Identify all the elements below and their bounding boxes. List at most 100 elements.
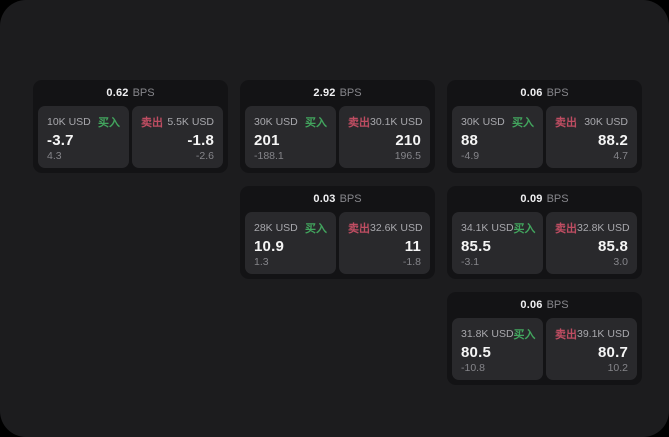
sell-amount: 30K USD [584, 116, 628, 128]
sell-amount: 39.1K USD [577, 328, 630, 340]
buy-label: 买入 [98, 117, 120, 129]
quote-panels: 10K USD 买入 -3.7 4.3 卖出 5.5K USD -1.8 -2.… [33, 106, 228, 173]
sell-panel-top: 卖出 39.1K USD [555, 326, 630, 342]
sell-delta: -2.6 [195, 149, 214, 162]
quote-panels: 28K USD 买入 10.9 1.3 卖出 32.6K USD 11 -1.8 [240, 212, 435, 279]
buy-label: 买入 [305, 223, 327, 235]
bps-header: 0.62 BPS [33, 80, 228, 106]
sell-panel-top: 卖出 32.6K USD [348, 220, 423, 236]
sell-amount: 5.5K USD [167, 116, 214, 128]
buy-label: 买入 [513, 329, 536, 341]
buy-price: 85.5 [461, 237, 491, 255]
bps-header: 0.06 BPS [447, 292, 642, 318]
bps-header: 0.09 BPS [447, 186, 642, 212]
quote-panels: 30K USD 买入 201 -188.1 卖出 30.1K USD 210 1… [240, 106, 435, 173]
quote-card: 0.03 BPS 28K USD 买入 10.9 1.3 卖出 32.6K US… [240, 186, 435, 279]
sell-panel-top: 卖出 32.8K USD [555, 220, 630, 236]
bps-header: 2.92 BPS [240, 80, 435, 106]
bps-suffix: BPS [546, 193, 569, 205]
buy-price: 80.5 [461, 343, 491, 361]
buy-price: -3.7 [47, 131, 74, 149]
bps-suffix: BPS [546, 87, 569, 99]
sell-amount: 30.1K USD [370, 116, 423, 128]
bps-value: 0.06 [520, 87, 543, 99]
quote-card: 0.06 BPS 30K USD 买入 88 -4.9 卖出 30K USD [447, 80, 642, 173]
buy-delta: -10.8 [461, 361, 485, 374]
buy-panel[interactable]: 31.8K USD 买入 80.5 -10.8 [452, 318, 543, 380]
buy-delta: 1.3 [254, 255, 269, 268]
buy-panel[interactable]: 30K USD 买入 88 -4.9 [452, 106, 543, 168]
sell-price: -1.8 [187, 131, 214, 149]
sell-delta: 10.2 [607, 361, 628, 374]
quote-panels: 31.8K USD 买入 80.5 -10.8 卖出 39.1K USD 80.… [447, 318, 642, 385]
buy-delta: -3.1 [461, 255, 480, 268]
bps-value: 0.06 [520, 299, 543, 311]
buy-delta: -4.9 [461, 149, 480, 162]
buy-panel-top: 34.1K USD 买入 [461, 220, 536, 236]
buy-delta: 4.3 [47, 149, 62, 162]
buy-label: 买入 [305, 117, 327, 129]
sell-panel-top: 卖出 30.1K USD [348, 114, 423, 130]
sell-label: 卖出 [141, 117, 163, 129]
buy-panel-top: 30K USD 买入 [254, 114, 327, 130]
sell-label: 卖出 [555, 117, 577, 129]
sell-panel[interactable]: 卖出 32.8K USD 85.8 3.0 [546, 212, 637, 274]
buy-panel-top: 30K USD 买入 [461, 114, 534, 130]
quote-card: 0.06 BPS 31.8K USD 买入 80.5 -10.8 卖出 39.1… [447, 292, 642, 385]
buy-price: 10.9 [254, 237, 284, 255]
bps-header: 0.03 BPS [240, 186, 435, 212]
buy-panel-top: 10K USD 买入 [47, 114, 120, 130]
quote-panels: 30K USD 买入 88 -4.9 卖出 30K USD 88.2 4.7 [447, 106, 642, 173]
bps-suffix: BPS [339, 87, 362, 99]
bps-suffix: BPS [546, 299, 569, 311]
sell-amount: 32.6K USD [370, 222, 423, 234]
sell-panel[interactable]: 卖出 5.5K USD -1.8 -2.6 [132, 106, 223, 168]
quote-card: 0.09 BPS 34.1K USD 买入 85.5 -3.1 卖出 32.8K… [447, 186, 642, 279]
sell-panel-top: 卖出 5.5K USD [141, 114, 214, 130]
sell-delta: 3.0 [613, 255, 628, 268]
sell-label: 卖出 [555, 329, 577, 341]
sell-delta: 196.5 [394, 149, 421, 162]
buy-amount: 10K USD [47, 116, 91, 128]
sell-label: 卖出 [348, 223, 370, 235]
sell-price: 11 [404, 237, 421, 255]
buy-amount: 31.8K USD [461, 328, 514, 340]
bps-value: 0.03 [313, 193, 336, 205]
bps-value: 0.09 [520, 193, 543, 205]
buy-amount: 30K USD [254, 116, 298, 128]
sell-panel[interactable]: 卖出 30K USD 88.2 4.7 [546, 106, 637, 168]
bps-suffix: BPS [339, 193, 362, 205]
bps-value: 2.92 [313, 87, 336, 99]
sell-amount: 32.8K USD [577, 222, 630, 234]
bps-suffix: BPS [132, 87, 155, 99]
sell-delta: 4.7 [613, 149, 628, 162]
sell-price: 80.7 [598, 343, 628, 361]
sell-label: 卖出 [348, 117, 370, 129]
buy-panel[interactable]: 10K USD 买入 -3.7 4.3 [38, 106, 129, 168]
buy-panel-top: 28K USD 买入 [254, 220, 327, 236]
sell-price: 210 [395, 131, 421, 149]
buy-label: 买入 [512, 117, 534, 129]
buy-amount: 28K USD [254, 222, 298, 234]
quote-card-grid: 0.62 BPS 10K USD 买入 -3.7 4.3 卖出 5.5K USD [33, 80, 642, 385]
sell-panel-top: 卖出 30K USD [555, 114, 628, 130]
sell-panel[interactable]: 卖出 39.1K USD 80.7 10.2 [546, 318, 637, 380]
buy-panel[interactable]: 34.1K USD 买入 85.5 -3.1 [452, 212, 543, 274]
sell-delta: -1.8 [402, 255, 421, 268]
buy-panel[interactable]: 28K USD 买入 10.9 1.3 [245, 212, 336, 274]
buy-panel-top: 31.8K USD 买入 [461, 326, 536, 342]
buy-amount: 34.1K USD [461, 222, 514, 234]
quote-card: 2.92 BPS 30K USD 买入 201 -188.1 卖出 30.1K … [240, 80, 435, 173]
sell-panel[interactable]: 卖出 30.1K USD 210 196.5 [339, 106, 430, 168]
sell-price: 88.2 [598, 131, 628, 149]
sell-label: 卖出 [555, 223, 577, 235]
buy-price: 201 [254, 131, 280, 149]
quote-panels: 34.1K USD 买入 85.5 -3.1 卖出 32.8K USD 85.8… [447, 212, 642, 279]
buy-panel[interactable]: 30K USD 买入 201 -188.1 [245, 106, 336, 168]
buy-amount: 30K USD [461, 116, 505, 128]
buy-price: 88 [461, 131, 479, 149]
buy-label: 买入 [513, 223, 536, 235]
sell-panel[interactable]: 卖出 32.6K USD 11 -1.8 [339, 212, 430, 274]
bps-header: 0.06 BPS [447, 80, 642, 106]
